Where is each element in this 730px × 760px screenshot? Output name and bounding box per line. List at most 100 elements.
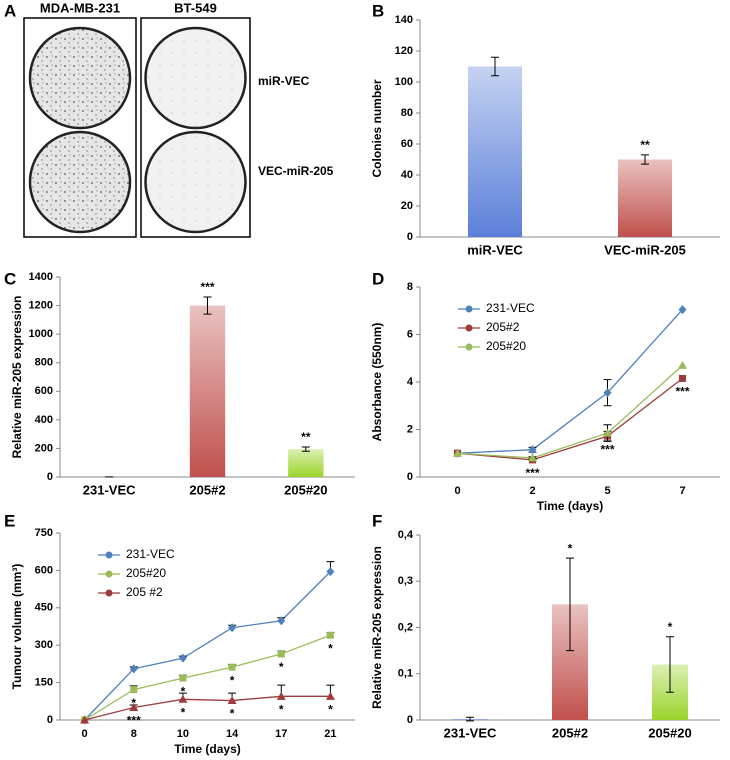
error-bar — [203, 296, 212, 315]
y-tick-label: 1000 — [29, 328, 53, 340]
legend-label: 231-VEC — [126, 547, 175, 561]
panel-letter: B — [372, 1, 384, 20]
marker — [179, 674, 187, 682]
legend-marker — [465, 324, 473, 332]
significance-label: *** — [200, 280, 214, 294]
marker — [80, 715, 90, 724]
error-bar — [301, 446, 310, 452]
significance-label: * — [568, 541, 573, 555]
marker — [277, 650, 285, 658]
x-tick-label: miR-VEC — [467, 242, 523, 257]
y-tick-label: 140 — [395, 14, 413, 26]
error-bar — [666, 636, 674, 693]
significance-label: * — [131, 696, 136, 710]
y-tick-label: 400 — [35, 414, 53, 426]
y-tick-label: 0 — [407, 231, 413, 243]
marker — [603, 388, 612, 398]
significance-label: * — [230, 673, 235, 687]
y-tick-label: 450 — [35, 602, 53, 614]
y-tick-label: 60 — [401, 138, 413, 150]
y-tick-label: 0 — [47, 471, 53, 483]
legend-label: 205#20 — [126, 566, 166, 580]
marker — [277, 616, 286, 626]
y-axis-label: Absorbance (550nm) — [370, 323, 384, 442]
marker — [130, 686, 138, 694]
x-tick-label: 0 — [82, 728, 88, 740]
x-tick-label: 14 — [226, 728, 239, 740]
marker — [528, 453, 537, 462]
bar — [288, 449, 324, 477]
x-tick-label: 231-VEC — [83, 482, 136, 497]
legend-marker — [105, 551, 113, 559]
x-tick-label: 8 — [131, 728, 137, 740]
significance-label: * — [181, 705, 186, 719]
x-tick-label: 2 — [529, 485, 535, 497]
significance-label: ** — [640, 138, 650, 152]
x-tick-label: 205#2 — [189, 482, 225, 497]
significance-label: *** — [525, 466, 539, 480]
panel-letter: C — [4, 269, 16, 288]
y-tick-label: 20 — [401, 200, 413, 212]
marker — [228, 663, 236, 671]
y-tick-label: 0,4 — [398, 529, 414, 541]
y-tick-label: 1200 — [29, 299, 53, 311]
legend-marker — [105, 570, 113, 578]
colony-plate — [144, 130, 247, 234]
y-tick-label: 1400 — [29, 271, 53, 283]
colony-plate — [28, 130, 132, 234]
panel-letter: D — [372, 269, 384, 288]
marker — [276, 691, 286, 700]
panel-letter: E — [4, 511, 15, 530]
significance-label: * — [328, 641, 333, 655]
marker — [129, 664, 138, 674]
y-tick-label: 0 — [407, 471, 413, 483]
x-tick-label: 7 — [679, 485, 685, 497]
y-tick-label: 200 — [35, 442, 53, 454]
row-label: VEC-miR-205 — [258, 164, 334, 178]
significance-label: * — [279, 702, 284, 716]
y-tick-label: 300 — [35, 639, 53, 651]
bar — [618, 159, 672, 237]
series-line — [84, 571, 331, 721]
x-tick-label: 205#2 — [552, 725, 588, 740]
series-line — [84, 695, 331, 721]
legend-label: 231-VEC — [486, 301, 535, 315]
series-line — [457, 364, 683, 459]
plate-frame — [23, 17, 137, 238]
error-bar — [466, 716, 474, 722]
y-tick-label: 100 — [395, 76, 413, 88]
y-tick-label: 0 — [407, 714, 413, 726]
y-tick-label: 4 — [407, 376, 414, 388]
bar — [189, 305, 226, 477]
x-tick-label: 21 — [324, 728, 336, 740]
panel-letter: A — [4, 1, 16, 20]
marker — [227, 696, 237, 705]
x-tick-label: VEC-miR-205 — [604, 242, 686, 257]
marker — [679, 374, 686, 382]
x-axis-label: Time (days) — [537, 499, 603, 513]
legend-label: 205#20 — [486, 339, 526, 353]
legend-label: 205 #2 — [126, 585, 163, 599]
y-tick-label: 120 — [395, 45, 413, 57]
y-tick-label: 0,2 — [398, 621, 413, 633]
significance-label: * — [181, 684, 186, 698]
y-tick-label: 750 — [35, 527, 53, 539]
y-tick-label: 600 — [35, 385, 53, 397]
y-axis-label: Relative miR-205 expression — [10, 296, 24, 459]
marker — [326, 567, 335, 577]
marker — [325, 691, 335, 700]
marker — [453, 448, 462, 457]
marker — [326, 631, 334, 639]
significance-label: * — [668, 620, 673, 634]
y-tick-label: 2 — [407, 423, 413, 435]
colony-plate — [144, 26, 247, 130]
x-tick-label: 0 — [454, 485, 460, 497]
y-tick-label: 600 — [35, 564, 53, 576]
marker — [178, 694, 188, 703]
y-tick-label: 80 — [401, 107, 413, 119]
panel-letter: F — [372, 511, 382, 530]
error-bar — [566, 557, 574, 652]
marker — [129, 703, 139, 712]
plate-frame — [140, 17, 251, 238]
